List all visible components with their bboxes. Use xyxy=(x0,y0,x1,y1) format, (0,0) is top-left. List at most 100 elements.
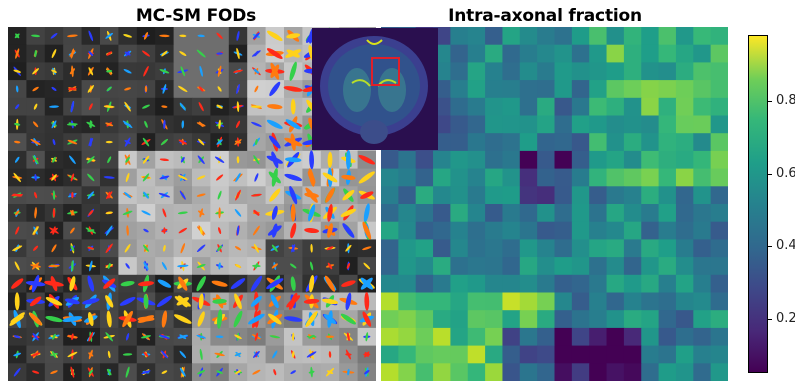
heatmap-cell xyxy=(554,44,573,63)
fod-glyph xyxy=(365,332,369,342)
heatmap-cell xyxy=(467,133,486,152)
fod-glyph xyxy=(137,315,155,323)
fod-glyph xyxy=(305,187,318,203)
heatmap-cell xyxy=(450,239,469,258)
fod-glyph xyxy=(236,156,240,164)
fod-glyph xyxy=(233,69,243,73)
heatmap-cell xyxy=(693,186,712,205)
heatmap-cell xyxy=(537,115,556,134)
fod-glyph xyxy=(51,244,57,253)
heatmap-cell xyxy=(398,274,417,294)
fod-glyph xyxy=(143,65,149,77)
fod-glyph xyxy=(342,223,355,238)
fod-glyph xyxy=(106,86,112,92)
heatmap-cell xyxy=(502,292,521,311)
fod-glyph xyxy=(216,104,223,109)
fod-glyph xyxy=(267,30,283,41)
fod-glyph xyxy=(25,281,46,287)
colorbar-label: 0.2 xyxy=(776,311,795,326)
heatmap-cell xyxy=(519,186,538,205)
fod-glyph xyxy=(272,223,278,238)
fod-glyph xyxy=(122,310,133,328)
colorbar-label: 0.8 xyxy=(776,93,795,108)
fod-glyph xyxy=(88,103,93,111)
heatmap-cell xyxy=(710,133,728,152)
fod-glyph xyxy=(162,84,167,94)
heatmap-cell xyxy=(398,327,417,347)
fod-glyph xyxy=(51,86,57,92)
heatmap-cell xyxy=(433,345,451,364)
heatmap-cell xyxy=(467,363,486,381)
heatmap-cell xyxy=(450,27,469,46)
heatmap-cell xyxy=(502,186,521,205)
fod-glyph xyxy=(13,172,21,183)
fod-glyph xyxy=(236,30,240,41)
heatmap-cell xyxy=(519,292,538,311)
fod-glyph xyxy=(217,309,223,329)
fod-glyph xyxy=(236,47,240,60)
heatmap-cell xyxy=(381,292,399,311)
fod-glyph xyxy=(230,278,246,290)
heatmap-cell xyxy=(519,327,538,347)
heatmap-cell xyxy=(675,44,694,63)
heatmap-cell xyxy=(658,239,677,258)
fod-glyph xyxy=(161,310,168,328)
fod-glyph xyxy=(88,67,94,76)
heatmap-cell xyxy=(675,274,694,294)
fod-glyph xyxy=(309,150,315,170)
fod-glyph xyxy=(250,295,262,307)
fod-glyph xyxy=(358,154,376,165)
heatmap-cell xyxy=(589,62,608,81)
fod-glyph xyxy=(218,227,222,234)
heatmap-cell xyxy=(537,310,556,329)
fod-glyph xyxy=(304,228,320,234)
fod-glyph xyxy=(216,52,223,55)
fod-glyph xyxy=(199,348,203,361)
fod-glyph xyxy=(103,105,115,108)
heatmap-cell xyxy=(554,186,573,205)
fod-glyph xyxy=(196,122,206,127)
fod-glyph xyxy=(323,314,337,325)
fod-glyph xyxy=(217,245,223,252)
heatmap-cell xyxy=(589,327,608,347)
fod-glyph xyxy=(363,353,371,356)
colorbar-label: 0.6 xyxy=(776,166,795,181)
heatmap-cell xyxy=(485,257,504,276)
fod-glyph xyxy=(310,243,313,253)
fod-glyph xyxy=(66,123,78,126)
heatmap-cell xyxy=(589,204,608,223)
heatmap-cell xyxy=(658,133,677,152)
heatmap-cell xyxy=(415,310,434,329)
fod-glyph xyxy=(51,49,57,59)
fod-glyph xyxy=(254,50,259,57)
heatmap-cell xyxy=(623,62,642,81)
heatmap-cell xyxy=(710,80,728,99)
heatmap-cell xyxy=(467,186,486,205)
heatmap-cell xyxy=(710,115,728,134)
heatmap-cell xyxy=(641,204,660,223)
heatmap-cell xyxy=(554,345,573,364)
fod-glyph xyxy=(178,139,188,145)
colorbar-tick xyxy=(767,319,772,320)
fod-glyph xyxy=(196,263,206,268)
fod-glyph xyxy=(346,332,350,342)
heatmap-cell xyxy=(415,292,434,311)
fod-glyph xyxy=(160,176,168,179)
heatmap-cell xyxy=(467,168,486,187)
fod-glyph xyxy=(30,138,41,146)
fraction-panel-title: Intra-axonal fraction xyxy=(448,6,642,26)
heatmap-cell xyxy=(675,204,694,223)
heatmap-cell xyxy=(398,363,417,381)
fod-glyph xyxy=(215,335,224,338)
fod-glyph xyxy=(255,139,258,146)
heatmap-cell xyxy=(485,62,504,81)
heatmap-cell xyxy=(675,327,694,347)
heatmap-cell xyxy=(537,133,556,152)
colorbar xyxy=(748,35,768,373)
heatmap-cell xyxy=(675,310,694,329)
fod-glyph xyxy=(308,168,315,187)
fod-glyph xyxy=(88,209,94,216)
fod-glyph xyxy=(327,151,333,168)
fod-glyph xyxy=(67,34,78,38)
fod-glyph xyxy=(71,191,74,199)
